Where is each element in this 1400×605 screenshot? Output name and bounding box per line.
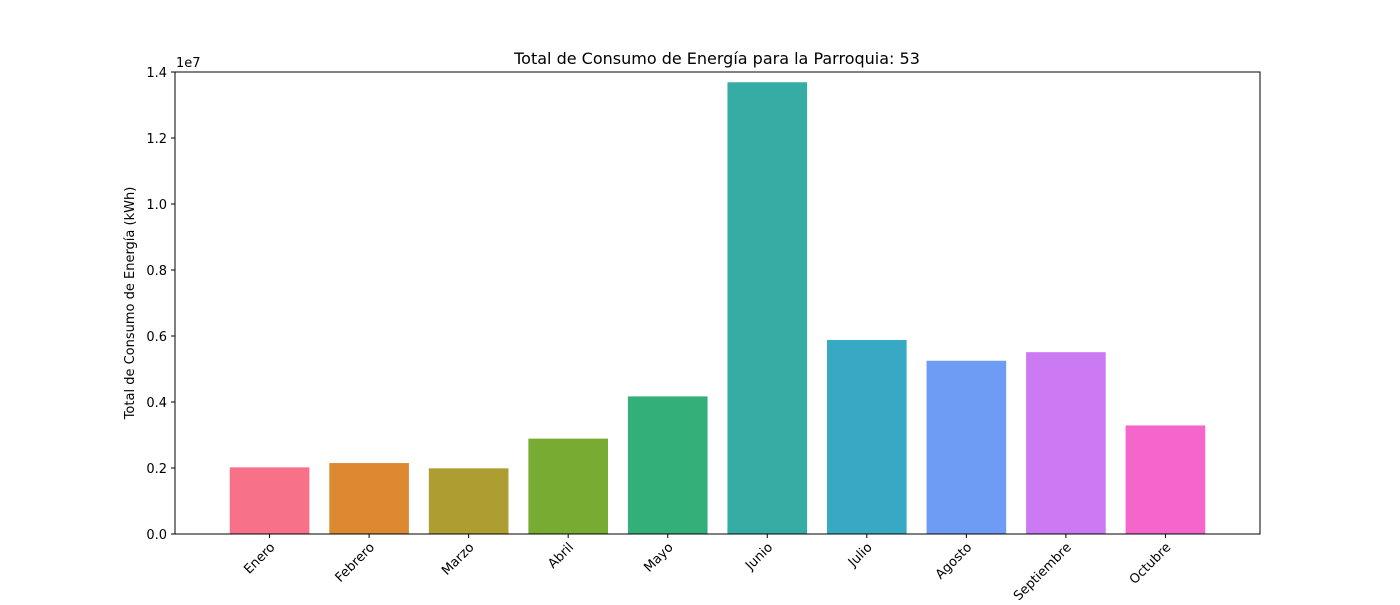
x-tick-label: Junio bbox=[742, 540, 776, 574]
x-tick-label: Septiembre bbox=[1011, 540, 1075, 600]
x-axis: Enero Febrero Marzo Abril Mayo Junio Julio Agos… bbox=[241, 534, 1174, 604]
plot-frame bbox=[174, 71, 1261, 535]
x-tick-label: Marzo bbox=[439, 540, 477, 578]
x-tick-label: Agosto bbox=[933, 540, 975, 582]
chart-title: Total de Consumo de Energía para la Parr… bbox=[513, 49, 920, 68]
y-tick-label: 1.2 bbox=[146, 132, 167, 147]
bar bbox=[428, 468, 509, 534]
x-tick-label: Octubre bbox=[1127, 540, 1174, 587]
y-axis-label: Total de Consumo de Energía (kWh) bbox=[123, 187, 138, 421]
bar bbox=[1026, 352, 1106, 534]
y-axis: 0.0 0.2 0.4 0.6 0.8 1.0 1.2 1.4 bbox=[146, 66, 175, 543]
x-tick-label: Mayo bbox=[641, 540, 676, 575]
bar bbox=[727, 82, 808, 534]
bar bbox=[627, 396, 708, 534]
x-tick-label: Julio bbox=[845, 540, 876, 571]
x-tick-label: Febrero bbox=[333, 540, 378, 585]
bar bbox=[329, 463, 409, 534]
bar bbox=[229, 467, 310, 534]
x-tick-label: Abril bbox=[545, 540, 577, 572]
y-tick-label: 1.0 bbox=[146, 198, 167, 213]
bar bbox=[1125, 425, 1206, 534]
x-tick-label: Enero bbox=[241, 540, 278, 577]
bar bbox=[826, 339, 907, 534]
y-tick-label: 0.8 bbox=[146, 264, 167, 279]
bar bbox=[926, 360, 1007, 534]
bars bbox=[229, 82, 1206, 534]
y-axis-offset-label: 1e7 bbox=[176, 56, 201, 71]
y-tick-label: 0.2 bbox=[146, 462, 167, 477]
y-tick-label: 0.4 bbox=[146, 396, 167, 411]
bar bbox=[528, 438, 609, 534]
y-tick-label: 1.4 bbox=[146, 66, 167, 81]
y-tick-label: 0.6 bbox=[146, 330, 167, 345]
y-tick-label: 0.0 bbox=[146, 528, 167, 543]
